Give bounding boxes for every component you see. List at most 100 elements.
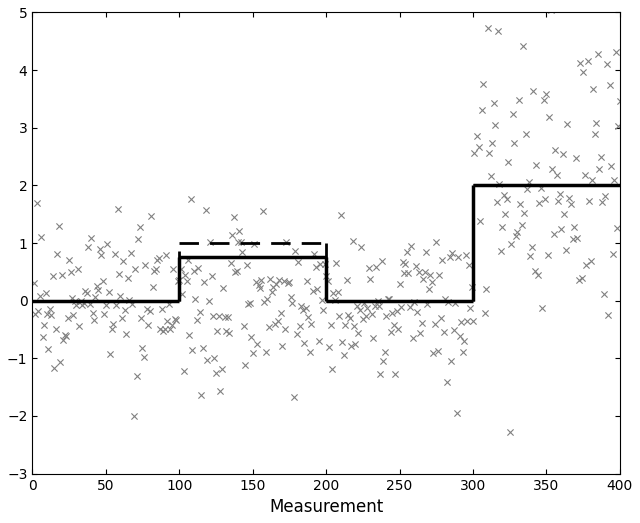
Point: [521, 130, 531, 138]
Point: [68, 311, 79, 320]
Point: [396, 302, 406, 311]
Point: [302, 277, 312, 286]
Point: [40, 289, 51, 297]
Point: [497, 223, 508, 231]
Point: [350, 340, 360, 348]
Point: [493, 27, 503, 35]
Point: [189, 267, 199, 276]
Point: [212, 327, 223, 335]
Point: [52, 250, 62, 258]
Point: [516, 221, 527, 229]
Point: [381, 312, 392, 320]
Point: [150, 265, 161, 274]
Point: [81, 289, 92, 297]
Point: [397, 258, 408, 266]
Point: [477, 106, 487, 114]
Point: [600, 192, 611, 200]
Point: [73, 265, 83, 273]
Point: [527, 243, 537, 252]
Point: [285, 292, 296, 301]
Point: [262, 295, 273, 303]
Point: [163, 317, 173, 325]
X-axis label: Measurement: Measurement: [269, 498, 383, 516]
Point: [111, 301, 121, 309]
Point: [139, 353, 149, 361]
Point: [528, 87, 538, 95]
Point: [86, 233, 96, 242]
Point: [76, 297, 86, 305]
Point: [233, 237, 243, 246]
Point: [534, 199, 544, 208]
Point: [327, 365, 337, 373]
Point: [362, 304, 372, 313]
Point: [257, 276, 267, 284]
Point: [586, 257, 596, 265]
Point: [143, 321, 154, 329]
Point: [602, 60, 612, 69]
Point: [500, 210, 511, 218]
Point: [252, 339, 262, 348]
Point: [321, 271, 332, 280]
Point: [183, 255, 193, 264]
Point: [548, 230, 559, 238]
Point: [530, 267, 540, 275]
Point: [155, 325, 165, 334]
Point: [100, 301, 111, 309]
Point: [113, 206, 123, 214]
Point: [468, 317, 478, 325]
Point: [45, 305, 55, 313]
Point: [193, 264, 204, 272]
Point: [343, 311, 353, 319]
Point: [334, 311, 344, 320]
Point: [56, 270, 67, 279]
Point: [446, 357, 456, 366]
Point: [512, 228, 522, 236]
Point: [519, 209, 529, 217]
Point: [190, 294, 200, 303]
Point: [300, 303, 310, 312]
Point: [371, 263, 381, 271]
Point: [55, 358, 65, 366]
Point: [421, 248, 431, 257]
Point: [298, 305, 308, 314]
Point: [108, 320, 118, 328]
Point: [374, 302, 384, 310]
Point: [61, 332, 71, 340]
Point: [240, 361, 250, 369]
Point: [524, 177, 534, 186]
Point: [486, 172, 496, 180]
Point: [433, 347, 443, 355]
Point: [380, 348, 390, 357]
Point: [293, 258, 303, 266]
Point: [525, 252, 536, 260]
Point: [577, 274, 587, 282]
Point: [152, 255, 163, 264]
Point: [388, 321, 399, 329]
Point: [353, 329, 364, 337]
Point: [287, 299, 298, 308]
Point: [481, 285, 492, 293]
Point: [74, 322, 84, 331]
Point: [29, 279, 39, 287]
Point: [54, 222, 64, 230]
Point: [225, 259, 236, 267]
Point: [552, 170, 562, 179]
Point: [278, 276, 289, 285]
Point: [355, 306, 365, 314]
Point: [250, 278, 260, 286]
Point: [546, 6, 556, 15]
Point: [148, 282, 158, 291]
Point: [130, 265, 140, 273]
Point: [409, 298, 419, 306]
Point: [372, 297, 383, 305]
Point: [294, 322, 305, 331]
Point: [467, 282, 477, 291]
Point: [83, 243, 93, 251]
Point: [449, 325, 459, 334]
Point: [547, 165, 557, 173]
Point: [168, 265, 179, 273]
Point: [569, 222, 579, 231]
Point: [106, 324, 116, 333]
Point: [242, 261, 252, 269]
Point: [39, 321, 49, 329]
